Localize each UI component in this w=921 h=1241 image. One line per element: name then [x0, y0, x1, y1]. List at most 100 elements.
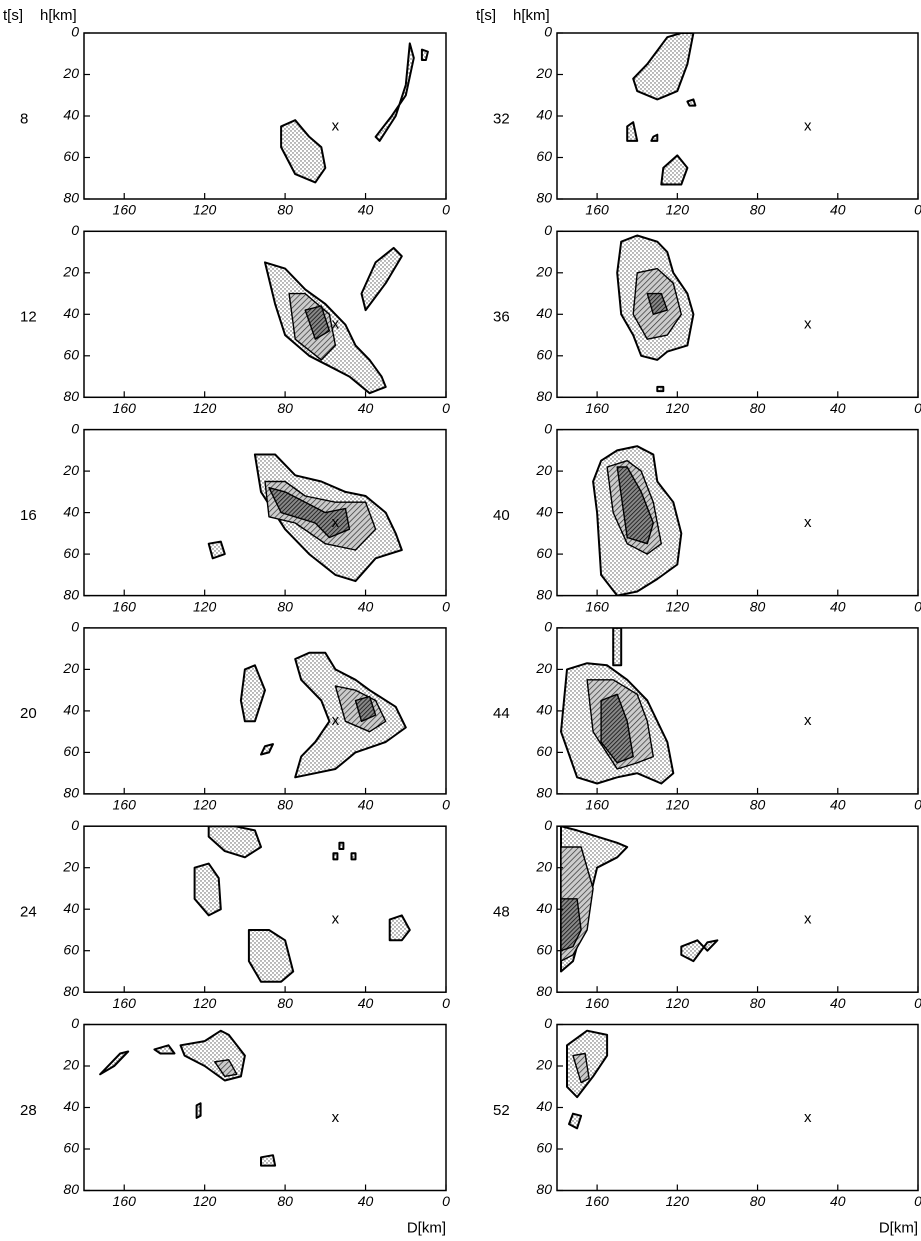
- contour-region: [99, 1050, 130, 1076]
- station-marker: x: [804, 514, 812, 531]
- contour-region: [332, 852, 339, 861]
- x-tick-label: 120: [666, 598, 690, 614]
- x-tick-label: 40: [830, 202, 846, 218]
- y-tick-label: 0: [71, 619, 79, 635]
- x-tick-label: 80: [750, 797, 766, 813]
- x-tick-label: 0: [442, 598, 450, 614]
- contour-region: [632, 33, 695, 101]
- y-tick-label: 80: [63, 1181, 79, 1197]
- x-tick-label: 120: [193, 598, 217, 614]
- x-tick-label: 160: [585, 598, 609, 614]
- contour-region: [616, 466, 654, 545]
- y-tick-label: 60: [63, 545, 79, 561]
- contour-region: [195, 1102, 202, 1119]
- x-tick-label: 40: [830, 797, 846, 813]
- time-label: 36: [493, 309, 510, 326]
- y-tick-label: 0: [544, 1015, 552, 1031]
- x-tick-label: 160: [585, 1193, 609, 1209]
- x-tick-label: 0: [914, 202, 921, 218]
- time-label: 8: [20, 110, 28, 127]
- y-axis-label: h[km]: [513, 7, 550, 24]
- regions: [566, 1029, 609, 1130]
- contour-region: [568, 1112, 583, 1130]
- x-axis-label: D[km]: [879, 1219, 918, 1236]
- contour-region: [280, 119, 327, 184]
- x-tick-label: 80: [750, 995, 766, 1011]
- contour-region: [354, 695, 377, 722]
- contour-region: [650, 133, 659, 142]
- y-tick-label: 0: [71, 817, 79, 833]
- regions: [239, 651, 407, 779]
- y-tick-label: 40: [63, 305, 79, 321]
- x-tick-label: 0: [914, 797, 921, 813]
- x-tick-label: 160: [585, 400, 609, 416]
- y-tick-label: 80: [63, 586, 79, 602]
- y-tick-label: 0: [544, 222, 552, 238]
- y-tick-label: 80: [63, 983, 79, 999]
- regions: [280, 42, 429, 184]
- station-marker: x: [804, 117, 812, 134]
- contour-region: [360, 246, 403, 312]
- contour-region: [646, 292, 668, 315]
- y-tick-label: 0: [71, 420, 79, 436]
- x-tick-label: 120: [193, 202, 217, 218]
- y-tick-label: 80: [536, 586, 552, 602]
- x-tick-label: 120: [193, 400, 217, 416]
- x-tick-label: 120: [193, 995, 217, 1011]
- x-tick-label: 120: [666, 400, 690, 416]
- x-tick-label: 120: [666, 995, 690, 1011]
- contour-region: [338, 841, 345, 850]
- contour-region: [239, 664, 266, 723]
- x-tick-label: 80: [277, 1193, 293, 1209]
- panel: 160 120 80 40 0 0 20 40 60 80 20 x: [20, 619, 450, 813]
- y-tick-label: 60: [536, 743, 552, 759]
- contour-region: [350, 852, 357, 861]
- regions: [264, 246, 403, 395]
- y-tick-label: 40: [63, 107, 79, 123]
- contour-region: [680, 939, 719, 963]
- contour-region: [207, 826, 262, 859]
- station-marker: x: [332, 712, 340, 729]
- y-tick-label: 60: [63, 743, 79, 759]
- x-tick-label: 40: [830, 598, 846, 614]
- x-tick-label: 0: [442, 400, 450, 416]
- panel: 160 120 80 40 0 0 20 40 60 80 32 x t[s] h[km]: [476, 7, 921, 218]
- contour-region: [260, 1154, 277, 1167]
- x-tick-label: 80: [277, 995, 293, 1011]
- y-tick-label: 20: [62, 462, 79, 478]
- y-tick-label: 60: [63, 347, 79, 363]
- contour-region: [304, 305, 331, 340]
- x-tick-label: 120: [193, 1193, 217, 1209]
- y-tick-label: 20: [62, 1057, 79, 1073]
- x-tick-label: 80: [750, 202, 766, 218]
- station-marker: x: [804, 911, 812, 928]
- time-label: 16: [20, 507, 37, 524]
- contour-region: [260, 743, 274, 756]
- y-tick-label: 20: [535, 660, 552, 676]
- y-tick-label: 60: [63, 941, 79, 957]
- y-tick-label: 40: [536, 702, 552, 718]
- x-tick-label: 40: [358, 598, 374, 614]
- x-tick-label: 80: [277, 598, 293, 614]
- contour-region: [247, 929, 295, 983]
- contour-region: [612, 627, 623, 667]
- x-tick-label: 80: [277, 797, 293, 813]
- panel: 160 120 80 40 0 0 20 40 60 80 12 x: [20, 222, 450, 416]
- t-axis-label: t[s]: [3, 7, 23, 24]
- x-tick-label: 80: [277, 202, 293, 218]
- x-tick-label: 40: [358, 1193, 374, 1209]
- x-tick-label: 0: [442, 995, 450, 1011]
- y-tick-label: 60: [63, 148, 79, 164]
- y-tick-label: 80: [536, 388, 552, 404]
- time-label: 20: [20, 705, 37, 722]
- contour-region: [560, 898, 582, 952]
- time-label: 40: [493, 507, 510, 524]
- x-tick-label: 0: [914, 1193, 921, 1209]
- x-tick-label: 0: [442, 797, 450, 813]
- y-tick-label: 0: [544, 817, 552, 833]
- x-tick-label: 160: [585, 995, 609, 1011]
- x-tick-label: 80: [750, 1193, 766, 1209]
- time-label: 28: [20, 1102, 37, 1119]
- y-tick-label: 40: [63, 900, 79, 916]
- regions: [626, 33, 697, 186]
